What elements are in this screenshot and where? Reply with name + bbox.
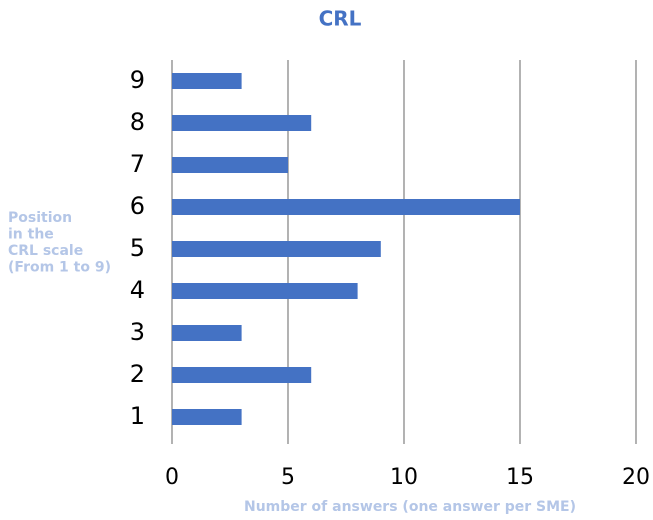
y-tick-label: 4 bbox=[130, 276, 145, 304]
x-tick-label: 15 bbox=[506, 465, 534, 490]
x-tick-label: 0 bbox=[165, 465, 179, 490]
x-tick-label: 20 bbox=[622, 465, 650, 490]
bar bbox=[172, 325, 242, 341]
bar bbox=[172, 199, 520, 215]
y-tick-label: 2 bbox=[130, 360, 145, 388]
y-axis-label: in the bbox=[8, 227, 54, 243]
bar bbox=[172, 115, 312, 131]
y-tick-label: 5 bbox=[130, 234, 145, 262]
y-tick-label: 6 bbox=[130, 192, 145, 220]
y-tick-label: 3 bbox=[130, 318, 145, 346]
bar bbox=[172, 409, 242, 425]
bar bbox=[172, 241, 381, 257]
y-tick-label: 8 bbox=[130, 108, 145, 136]
bar bbox=[172, 157, 288, 173]
chart-title: CRL bbox=[319, 7, 362, 31]
y-axis-label: CRL scale bbox=[8, 243, 83, 259]
bar bbox=[172, 367, 312, 383]
bar bbox=[172, 73, 242, 89]
bar bbox=[172, 283, 358, 299]
y-axis-label: Position bbox=[8, 210, 72, 226]
y-tick-label: 9 bbox=[130, 66, 145, 94]
y-tick-label: 1 bbox=[130, 402, 145, 430]
x-axis-label: Number of answers (one answer per SME) bbox=[244, 499, 576, 515]
y-tick-label: 7 bbox=[130, 150, 145, 178]
x-tick-label: 5 bbox=[281, 465, 295, 490]
y-axis-label: (From 1 to 9) bbox=[8, 260, 111, 276]
x-tick-label: 10 bbox=[390, 465, 418, 490]
